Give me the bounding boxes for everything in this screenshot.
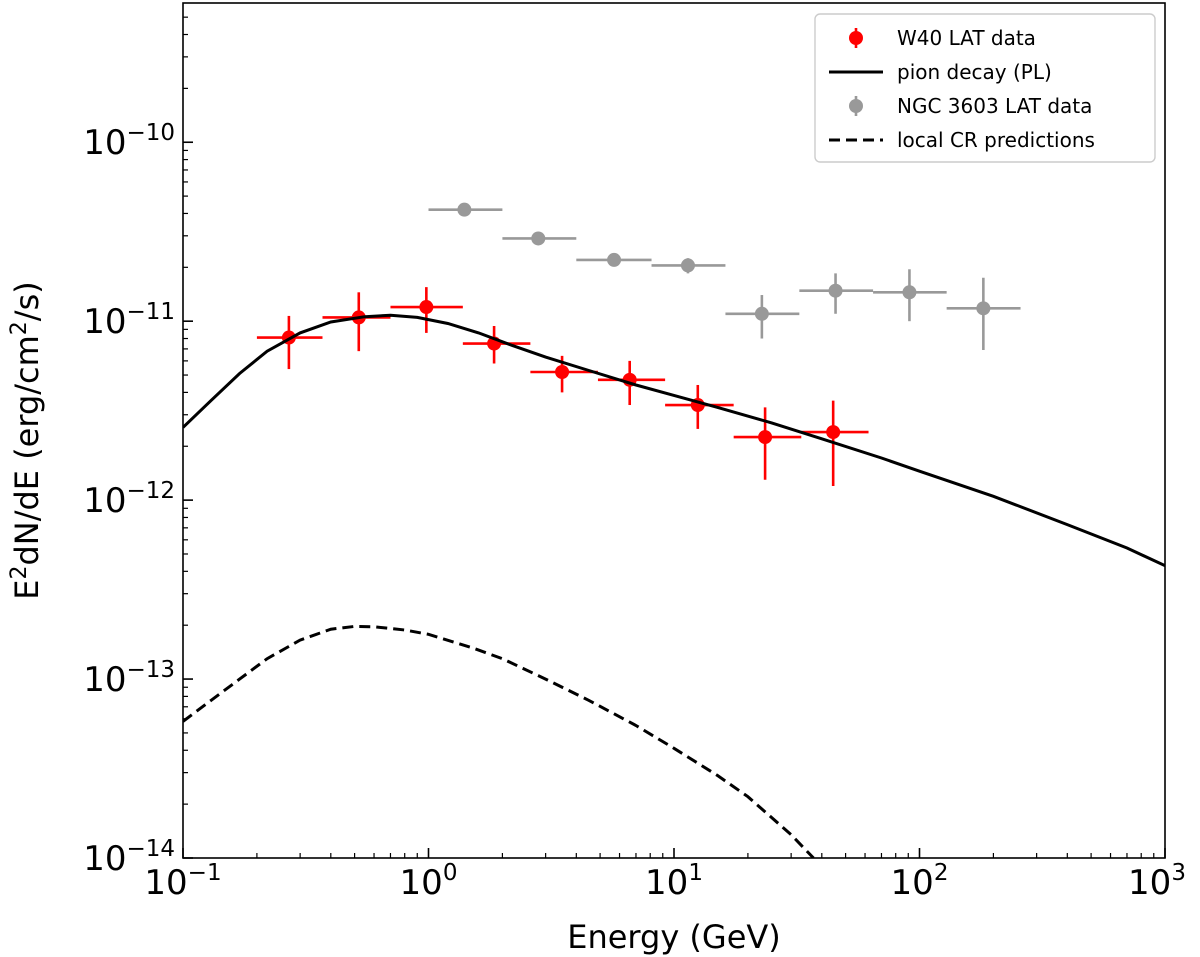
y-tick-label: 10−12 <box>83 478 175 521</box>
x-tick-label: 10−1 <box>144 860 221 903</box>
y-axis-label-sup: 2 <box>7 566 32 580</box>
data-point <box>826 425 841 440</box>
x-tick-label: 100 <box>400 860 458 903</box>
data-point <box>555 364 570 379</box>
data-point <box>607 252 622 267</box>
data-point <box>419 300 434 315</box>
series-ngc-3603-lat-data <box>428 202 1021 351</box>
data-point <box>902 285 917 300</box>
y-tick-label: 10−14 <box>83 836 175 879</box>
x-tick-label: 103 <box>1128 860 1186 903</box>
legend: W40 LAT data pion decay (PL) NGC 3603 LAT … <box>814 13 1156 163</box>
series-line <box>183 624 815 858</box>
x-axis-label: Energy (GeV) <box>567 918 781 956</box>
series-w40-lat-data <box>256 287 869 486</box>
data-point <box>828 283 843 298</box>
legend-label: NGC 3603 LAT data <box>897 94 1092 118</box>
axes-ticks: 10−1 100 101 102 103 10−14 10−13 10−12 10−11 10−1… <box>83 16 1186 903</box>
x-tick-label: 101 <box>645 860 703 903</box>
y-tick-label: 10−10 <box>83 120 175 163</box>
data-point <box>754 306 769 321</box>
data-point <box>680 258 695 273</box>
series-line <box>183 313 1165 568</box>
legend-label: local CR predictions <box>897 128 1095 152</box>
data-point <box>457 202 472 217</box>
legend-swatch-marker <box>849 31 863 45</box>
legend-box <box>814 13 1156 163</box>
data-point <box>976 301 991 316</box>
y-tick-label: 10−11 <box>83 299 175 342</box>
data-point <box>758 430 773 445</box>
data-point <box>531 231 546 246</box>
legend-swatch-marker <box>849 99 863 113</box>
y-axis-label-part: /s) <box>8 281 46 321</box>
series-local-cr-predictions <box>183 624 815 858</box>
series-layer <box>183 202 1165 858</box>
y-axis-label: E2dN/dE (erg/cm2/s) <box>7 281 47 600</box>
legend-label: pion decay (PL) <box>897 60 1052 84</box>
y-axis-label-sup: 2 <box>7 321 32 335</box>
x-tick-label: 102 <box>891 860 949 903</box>
series-pion-decay-pl- <box>183 313 1165 568</box>
y-axis-label-part: dN/dE (erg/cm <box>8 335 46 565</box>
y-axis-label-part: E <box>8 580 46 600</box>
y-tick-label: 10−13 <box>83 657 175 700</box>
legend-label: W40 LAT data <box>897 26 1036 50</box>
